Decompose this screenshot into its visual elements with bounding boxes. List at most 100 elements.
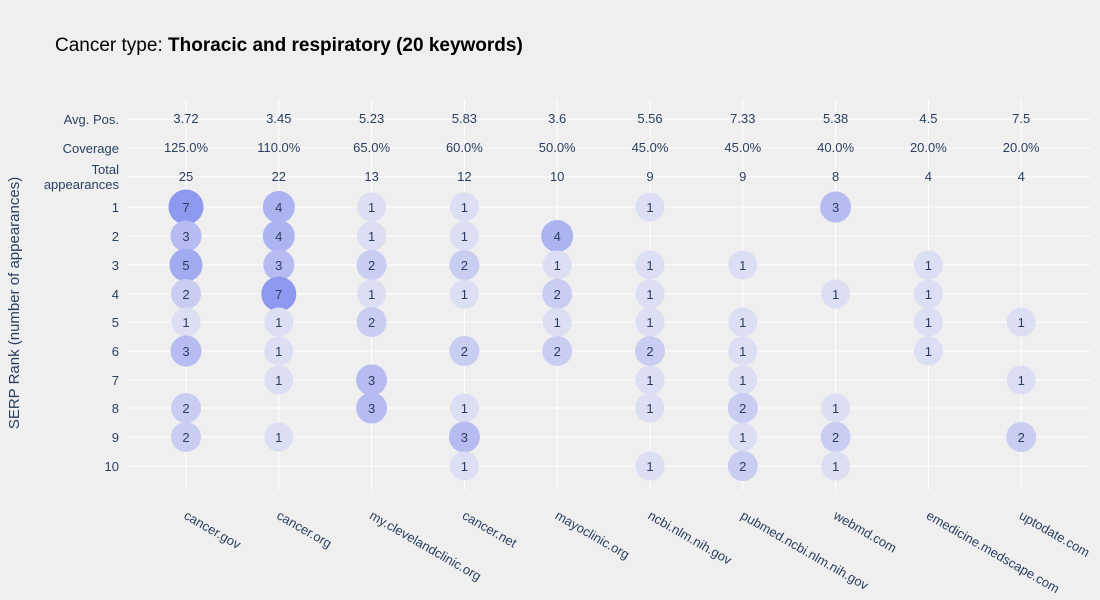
summary-value: 3.72 xyxy=(173,111,198,126)
bubble-label: 1 xyxy=(368,200,375,215)
bubble-label: 1 xyxy=(275,344,282,359)
bubble-label: 1 xyxy=(461,459,468,474)
bubble-label: 2 xyxy=(182,401,189,416)
bubble-label: 1 xyxy=(832,287,839,302)
bubble-marker xyxy=(542,250,572,280)
bubble-marker xyxy=(727,451,758,481)
bubble-label: 1 xyxy=(461,229,468,244)
bubble-marker xyxy=(264,307,294,337)
bubble-label: 1 xyxy=(925,344,932,359)
bubble-marker xyxy=(261,276,297,312)
bubble-marker xyxy=(635,250,665,280)
bubble-label: 3 xyxy=(461,430,468,445)
bubble-marker xyxy=(635,451,665,481)
row-label: Coverage xyxy=(63,141,119,156)
bubble-label: 1 xyxy=(925,315,932,330)
x-tick-label: cancer.net xyxy=(460,508,520,551)
bubble-marker xyxy=(357,221,387,251)
bubble-label: 3 xyxy=(832,200,839,215)
bubble-label: 1 xyxy=(554,258,561,273)
chart-title-prefix: Cancer type: xyxy=(55,35,168,56)
bubble-marker xyxy=(728,422,758,452)
bubble-marker xyxy=(1006,307,1036,337)
bubble-label: 1 xyxy=(275,315,282,330)
bubble-label: 2 xyxy=(461,344,468,359)
bubble-marker xyxy=(728,250,758,280)
bubble-label: 2 xyxy=(1018,430,1025,445)
bubble-marker xyxy=(727,393,758,423)
bubble-marker xyxy=(356,250,387,280)
bubble-marker xyxy=(635,307,665,337)
x-tick-label: cancer.gov xyxy=(182,508,244,553)
x-tick-label: webmd.com xyxy=(830,507,899,556)
bubbles: 7352132244371111112123311212131412121111… xyxy=(168,189,1037,481)
rank-label: 7 xyxy=(112,373,119,388)
summary-value: 7.33 xyxy=(730,111,755,126)
bubble-label: 2 xyxy=(554,287,561,302)
bubble-marker xyxy=(170,335,202,367)
rank-label: 6 xyxy=(112,344,119,359)
bubble-marker xyxy=(449,250,480,280)
summary-value: 65.0% xyxy=(353,140,390,155)
bubble-marker xyxy=(635,336,665,366)
rank-label: 3 xyxy=(112,258,119,273)
bubble-marker xyxy=(1006,422,1037,452)
bubble-label: 3 xyxy=(182,229,189,244)
bubble-marker xyxy=(168,189,204,225)
summary-value: 45.0% xyxy=(632,140,669,155)
summary-value: 5.83 xyxy=(452,111,477,126)
bubble-label: 1 xyxy=(739,373,746,388)
bubble-marker xyxy=(356,364,388,396)
rank-label: 2 xyxy=(112,229,119,244)
summary-value: 9 xyxy=(739,169,746,184)
bubble-marker xyxy=(170,220,202,252)
summary-value: 125.0% xyxy=(164,140,209,155)
bubble-label: 3 xyxy=(275,258,282,273)
rank-label: 4 xyxy=(112,287,119,302)
y-axis-label: SERP Rank (number of appearances) xyxy=(6,177,23,429)
bubble-label: 1 xyxy=(832,459,839,474)
bubble-label: 1 xyxy=(1018,315,1025,330)
bubble-marker xyxy=(913,336,943,366)
summary-value: 20.0% xyxy=(1003,140,1040,155)
summary-value: 12 xyxy=(457,169,471,184)
bubble-marker xyxy=(449,451,479,481)
bubble-label: 1 xyxy=(461,287,468,302)
rank-label: 8 xyxy=(112,401,119,416)
bubble-label: 2 xyxy=(182,287,189,302)
bubble-label: 1 xyxy=(275,430,282,445)
bubble-marker xyxy=(913,250,943,280)
bubble-marker xyxy=(542,307,572,337)
bubble-label: 1 xyxy=(739,344,746,359)
bubble-marker xyxy=(356,392,388,424)
bubble-marker xyxy=(448,421,480,453)
rank-label: 5 xyxy=(112,315,119,330)
summary-value: 20.0% xyxy=(910,140,947,155)
rank-label: 9 xyxy=(112,430,119,445)
bubble-marker xyxy=(357,279,387,309)
bubble-marker xyxy=(264,365,294,395)
summary-value: 60.0% xyxy=(446,140,483,155)
bubble-label: 2 xyxy=(739,401,746,416)
bubble-label: 5 xyxy=(182,258,189,273)
bubble-label: 1 xyxy=(925,287,932,302)
bubble-label: 1 xyxy=(554,315,561,330)
bubble-label: 2 xyxy=(368,258,375,273)
summary-value: 13 xyxy=(364,169,378,184)
x-tick-label: cancer.org xyxy=(274,508,334,551)
bubble-label: 4 xyxy=(275,200,282,215)
summary-value: 5.56 xyxy=(637,111,662,126)
bubble-marker xyxy=(171,307,201,337)
bubble-label: 1 xyxy=(368,229,375,244)
summary-value: 10 xyxy=(550,169,564,184)
chart-title-bold: Thoracic and respiratory (20 keywords) xyxy=(168,35,523,56)
bubble-label: 1 xyxy=(646,200,653,215)
bubble-label: 1 xyxy=(646,373,653,388)
bubble-marker xyxy=(262,220,295,252)
bubble-marker xyxy=(542,336,573,366)
summary-rows: 3.72 3.45 5.23 5.83 3.6 5.56 7.33 5.38 4.5 7.5125… xyxy=(164,111,1040,184)
x-tick-labels: cancer.gov cancer.org my.clevelandclinic.o… xyxy=(182,507,1093,596)
bubble-marker xyxy=(821,451,851,481)
bubble-label: 1 xyxy=(461,200,468,215)
bubble-marker xyxy=(1006,365,1036,395)
